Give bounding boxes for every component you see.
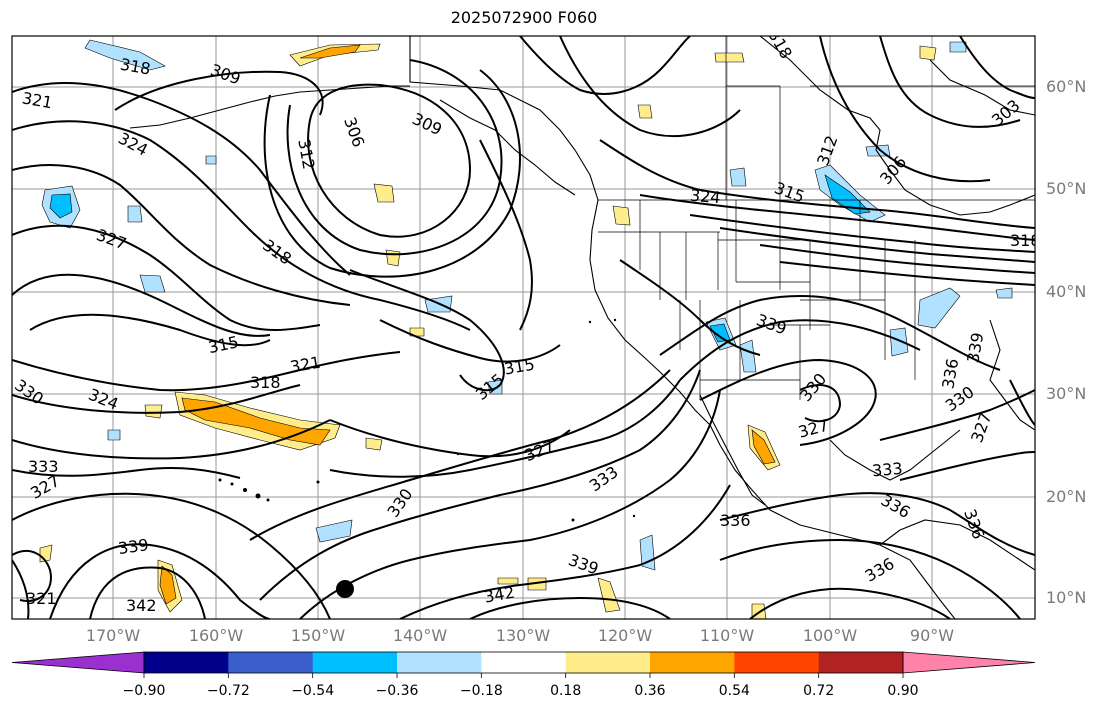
shade-positive	[39, 544, 53, 563]
contour-label: 336	[720, 511, 751, 530]
shade-positive	[597, 577, 621, 613]
colorbar-segment	[565, 652, 651, 673]
lat-label-20n: 20°N	[1046, 487, 1087, 506]
colorbar-tick-label: −0.90	[122, 683, 166, 699]
shade-positive	[289, 43, 381, 67]
colorbar-tick-label: 0.54	[718, 683, 750, 699]
shade-negative	[995, 287, 1013, 299]
shade-negative	[107, 429, 121, 441]
colorbar-segment	[818, 652, 904, 673]
map-title: 2025072900 F060	[450, 8, 598, 27]
lat-label-30n: 30°N	[1046, 384, 1087, 403]
shade-positive	[373, 183, 395, 203]
lon-label-140w: 140°W	[392, 626, 448, 645]
marker-dot	[336, 580, 354, 598]
colorbar-tick-label: −0.72	[206, 683, 250, 699]
shade-positive	[637, 104, 653, 119]
colorbar-tick-label: 0.72	[803, 683, 835, 699]
colorbar-segment	[481, 652, 567, 673]
shade-negative	[917, 287, 961, 329]
lon-label-150w: 150°W	[290, 626, 346, 645]
contour-label: 318	[250, 373, 281, 392]
colorbar-tick-label: −0.18	[459, 683, 503, 699]
colorbar-tick-label: 0.90	[887, 683, 919, 699]
shade-positive	[299, 44, 361, 59]
contour-label: 318	[1010, 231, 1041, 250]
lat-label-40n: 40°N	[1046, 282, 1087, 301]
graticule	[12, 36, 1035, 619]
lon-label-160w: 160°W	[188, 626, 244, 645]
contour-label: 333	[871, 459, 903, 481]
theta-e-contours	[12, 36, 1035, 619]
contour-label: 342	[126, 596, 157, 615]
lat-label-50n: 50°N	[1046, 179, 1087, 198]
lon-label-100w: 100°W	[802, 626, 858, 645]
lon-label-170w: 170°W	[85, 626, 141, 645]
shade-positive	[714, 52, 745, 63]
shade-negative	[139, 274, 166, 293]
shade-negative	[729, 167, 747, 187]
shade-positive	[527, 577, 547, 591]
colorbar-segment	[397, 652, 482, 673]
colorbar-segment	[312, 652, 398, 673]
shade-positive	[612, 205, 631, 226]
shade-negative	[84, 39, 166, 71]
shade-positive	[365, 437, 383, 451]
colorbar-segment	[650, 652, 735, 673]
lon-label-110w: 110°W	[699, 626, 755, 645]
contour-label: 324	[689, 186, 721, 208]
colorbar-segment	[228, 652, 314, 673]
contour-label: 321	[26, 589, 57, 608]
contour-label: 333	[28, 457, 59, 476]
lat-label-60n: 60°N	[1046, 77, 1087, 96]
lon-label-90w: 90°W	[909, 626, 955, 645]
map-frame	[11, 35, 1036, 620]
shade-positive	[919, 45, 937, 61]
colorbar-tick-label: 0.18	[550, 683, 582, 699]
colorbar-segment	[144, 652, 229, 673]
colorbar-tick-label: −0.54	[291, 683, 335, 699]
colorbar	[11, 651, 1036, 678]
shade-positive	[181, 397, 331, 446]
shade-positive	[144, 404, 163, 419]
shade-negative	[889, 327, 909, 357]
shade-negative	[205, 155, 217, 165]
shade-positive	[751, 429, 776, 465]
coastlines	[129, 36, 1035, 619]
colorbar-extend-low	[11, 651, 145, 674]
colorbar-extend-high	[902, 651, 1036, 674]
lon-label-120w: 120°W	[597, 626, 653, 645]
shade-negative	[315, 519, 353, 543]
shade-positive	[385, 249, 401, 267]
shade-positive	[159, 565, 177, 605]
colorbar-outline	[143, 651, 904, 674]
colorbar-segment	[734, 652, 820, 673]
shade-negative	[824, 174, 871, 215]
colorbar-tick-label: −0.36	[375, 683, 419, 699]
shade-negative	[127, 205, 143, 223]
lat-label-10n: 10°N	[1046, 588, 1087, 607]
contour-label: 339	[117, 535, 150, 558]
shade-positive	[497, 577, 519, 585]
lon-label-130w: 130°W	[495, 626, 551, 645]
shade-negative	[739, 339, 757, 373]
shade-negative	[49, 193, 73, 219]
shade-negative	[949, 41, 967, 53]
colorbar-tick-label: 0.36	[634, 683, 666, 699]
